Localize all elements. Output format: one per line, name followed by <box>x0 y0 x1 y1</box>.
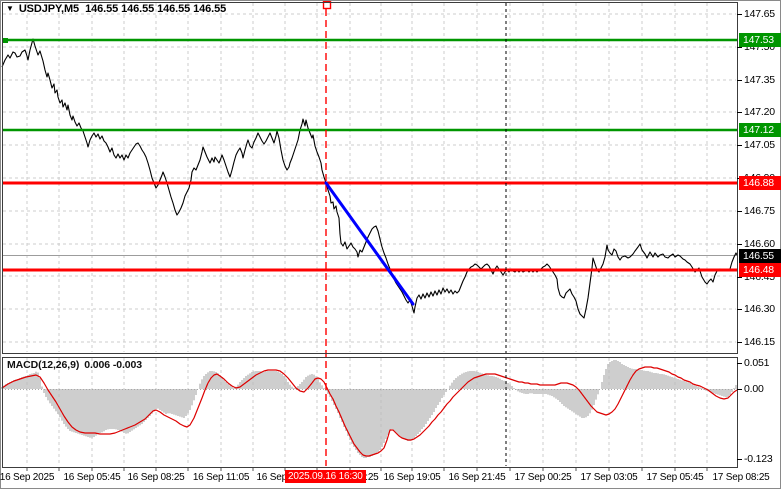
chart-header: ▼ USDJPY,M5 146.55 146.55 146.55 146.55 <box>6 3 226 15</box>
level-price-badge: 147.12 <box>739 123 781 137</box>
level-price-badge: 146.48 <box>739 263 781 277</box>
macd-name: MACD(12,26,9) <box>7 359 80 371</box>
macd-values: 0.006 -0.003 <box>84 359 142 371</box>
time-axis-label: 17 Sep 00:25 <box>514 472 572 483</box>
time-axis-label: 16 Sep 11:05 <box>192 472 250 483</box>
chart-ohlc-quotes: 146.55 146.55 146.55 146.55 <box>85 3 227 15</box>
time-axis-label: 16 Sep 19:05 <box>383 472 441 483</box>
time-axis-label: 17 Sep 05:45 <box>646 472 704 483</box>
level-price-badge: 147.53 <box>739 33 781 47</box>
price-axis-label: 147.20 <box>744 106 775 118</box>
time-axis-label: 16 Sep 21:45 <box>448 472 506 483</box>
time-axis-label: 16 Sep 05:45 <box>63 472 121 483</box>
selected-time-badge: 2025.09.16 16:30 <box>285 470 366 483</box>
price-axis-label: 147.35 <box>744 74 775 86</box>
current-price-badge: 146.55 <box>739 249 781 263</box>
time-marker-handle[interactable] <box>322 0 332 10</box>
price-axis-label: 147.65 <box>744 8 775 20</box>
macd-pane-border <box>2 357 738 468</box>
price-axis-label: 147.05 <box>744 139 775 151</box>
macd-signal-line <box>1 366 738 457</box>
time-axis-label: 17 Sep 08:25 <box>712 472 770 483</box>
price-axis-label: 146.15 <box>744 336 775 348</box>
macd-indicator-label: MACD(12,26,9) 0.006 -0.003 <box>7 359 142 371</box>
level-anchor-handle[interactable] <box>3 38 8 43</box>
chevron-down-icon[interactable]: ▼ <box>6 4 14 13</box>
time-axis-label: 16 Sep 2025 <box>0 472 55 483</box>
chart-symbol-period: USDJPY,M5 <box>18 3 80 15</box>
trend-line[interactable] <box>324 181 415 306</box>
price-axis-label: 146.75 <box>744 205 775 217</box>
macd-scale-label: 0.00 <box>744 383 764 395</box>
macd-scale-label: -0.123 <box>744 453 773 465</box>
level-price-badge: 146.88 <box>739 176 781 190</box>
price-line-series <box>1 38 738 319</box>
macd-scale-label: 0.051 <box>744 357 770 369</box>
price-axis-label: 146.60 <box>744 238 775 250</box>
price-axis-label: 146.30 <box>744 303 775 315</box>
time-axis-label: 16 Sep 08:25 <box>127 472 185 483</box>
time-axis-label: 17 Sep 03:05 <box>580 472 638 483</box>
